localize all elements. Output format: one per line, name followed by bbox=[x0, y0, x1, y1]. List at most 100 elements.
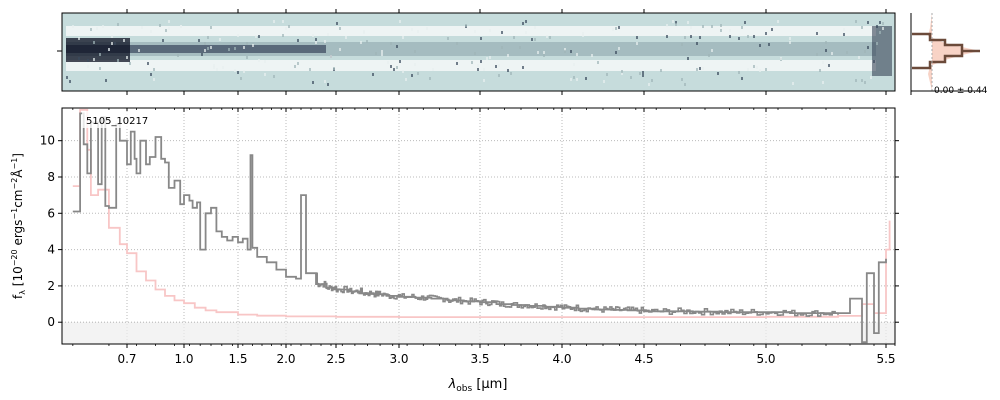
pixel bbox=[456, 42, 458, 45]
spectrum-2d-trace-red-end bbox=[872, 26, 892, 76]
pixel bbox=[309, 68, 311, 71]
pixel bbox=[522, 66, 524, 69]
pixel bbox=[465, 24, 467, 27]
pixel bbox=[747, 68, 749, 71]
x-tick-label-2: 1.5 bbox=[228, 352, 247, 366]
series-flux-noise bbox=[316, 272, 839, 317]
pixel bbox=[150, 30, 152, 33]
y-tick-label-3: 6 bbox=[47, 206, 55, 220]
pixel bbox=[129, 62, 131, 65]
pixel bbox=[123, 39, 125, 42]
pixel bbox=[507, 54, 509, 57]
pixel bbox=[546, 35, 548, 38]
pixel bbox=[447, 37, 449, 40]
pixel bbox=[414, 50, 416, 53]
pixel bbox=[534, 26, 536, 29]
pixel bbox=[207, 36, 209, 39]
x-axis-label: λobs [μm] bbox=[448, 377, 508, 394]
pixel bbox=[816, 53, 818, 56]
pixel bbox=[264, 73, 266, 76]
pixel bbox=[204, 49, 206, 52]
pixel bbox=[210, 46, 212, 49]
pixel bbox=[543, 54, 545, 57]
pixel bbox=[513, 36, 515, 39]
pixel bbox=[243, 70, 245, 73]
pixel bbox=[861, 79, 863, 82]
pixel bbox=[66, 76, 68, 79]
pixel bbox=[675, 21, 677, 24]
x-tick-label-9: 5.0 bbox=[756, 352, 775, 366]
grid bbox=[62, 108, 895, 344]
pixel bbox=[843, 33, 845, 36]
pixel bbox=[204, 42, 206, 45]
pixel bbox=[480, 60, 482, 63]
pixel bbox=[576, 78, 578, 81]
pixel bbox=[861, 26, 863, 29]
y-label-lambda: λ bbox=[18, 290, 27, 295]
pixel bbox=[345, 36, 347, 39]
pixel bbox=[570, 78, 572, 81]
pixel bbox=[162, 39, 164, 42]
pixel bbox=[87, 65, 89, 68]
pixel bbox=[69, 80, 71, 83]
y-label-b: ergs bbox=[11, 220, 25, 250]
pixel bbox=[687, 21, 689, 24]
pixel bbox=[639, 72, 641, 75]
pixel bbox=[393, 68, 395, 71]
pixel bbox=[564, 48, 566, 51]
pixel bbox=[474, 30, 476, 33]
pixel bbox=[216, 68, 218, 71]
x-tick-label-4: 2.5 bbox=[326, 352, 345, 366]
pixel bbox=[78, 57, 80, 60]
pixel bbox=[258, 35, 260, 38]
pixel bbox=[330, 55, 332, 58]
pixel bbox=[582, 34, 584, 37]
pixel bbox=[576, 53, 578, 56]
pixel bbox=[501, 46, 503, 49]
pixel bbox=[153, 68, 155, 71]
pixel bbox=[471, 61, 473, 64]
pixel bbox=[207, 47, 209, 50]
pixel bbox=[603, 80, 605, 83]
spectrum-1d-panel: 0.7 1.0 1.5 2.0 2.5 3.0 3.5 4.0 4.5 5.0 5.5 0 2 4 6 8 1… bbox=[10, 107, 899, 394]
pixel bbox=[486, 57, 488, 60]
pixel bbox=[855, 20, 857, 23]
y-label-d: Å bbox=[10, 169, 25, 178]
pixel bbox=[681, 43, 683, 46]
pixel bbox=[429, 77, 431, 80]
pixel bbox=[90, 28, 92, 31]
pixel bbox=[585, 77, 587, 80]
pixel bbox=[777, 20, 779, 23]
pixel bbox=[543, 51, 545, 54]
y-tick-label-5: 10 bbox=[40, 134, 55, 148]
pixel bbox=[573, 63, 575, 66]
pixel bbox=[327, 83, 329, 86]
pixel bbox=[684, 83, 686, 86]
pixel bbox=[612, 28, 614, 31]
pixel bbox=[411, 28, 413, 31]
y-tick-label-2: 4 bbox=[47, 243, 55, 257]
pixel bbox=[78, 37, 80, 40]
pixel bbox=[99, 67, 101, 70]
pixel bbox=[882, 27, 884, 30]
pixel bbox=[882, 22, 884, 25]
pixel bbox=[618, 26, 620, 29]
pixel bbox=[177, 54, 179, 57]
pixel bbox=[690, 26, 692, 29]
spectrum-2d-frame bbox=[61, 12, 896, 92]
pixel bbox=[870, 76, 872, 79]
pixel bbox=[759, 44, 761, 47]
pixel bbox=[111, 42, 113, 45]
pixel bbox=[426, 27, 428, 30]
pixel bbox=[210, 26, 212, 29]
pixel bbox=[411, 74, 413, 77]
y-tick-label-1: 2 bbox=[47, 279, 55, 293]
pixel bbox=[534, 38, 536, 41]
pixel bbox=[234, 69, 236, 72]
pixel bbox=[564, 50, 566, 53]
pixel bbox=[168, 27, 170, 30]
pixel bbox=[642, 71, 644, 74]
pixel bbox=[255, 35, 257, 38]
pixel bbox=[729, 35, 731, 38]
pixel bbox=[879, 31, 881, 34]
